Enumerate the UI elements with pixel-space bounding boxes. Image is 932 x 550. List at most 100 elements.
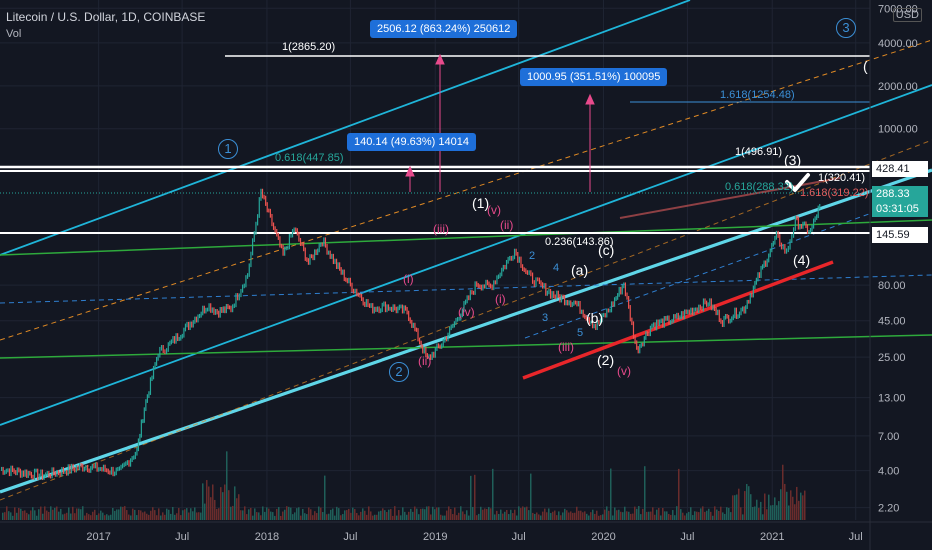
green-line-upper (0, 219, 932, 256)
volume-bar (384, 510, 386, 520)
volume-bar (634, 506, 636, 520)
volume-bar (616, 510, 618, 520)
volume-bar (586, 513, 588, 520)
minor-wave-3: 3 (542, 312, 549, 324)
volume-bar (614, 507, 616, 520)
volume-bar (594, 513, 596, 520)
volume-bar (498, 513, 500, 520)
volume-bar (700, 508, 702, 520)
volume-bar (34, 510, 36, 520)
volume-bar (602, 514, 604, 520)
volume-bar (684, 515, 686, 520)
volume-bar (240, 510, 242, 520)
volume-bar (424, 509, 426, 520)
volume-bar (478, 513, 480, 520)
volume-bar (134, 509, 136, 520)
fib-ext-label: 1.618(1254.48) (720, 89, 795, 101)
currency-label[interactable]: USD (892, 8, 922, 22)
y-tick-label: 45.00 (878, 316, 906, 328)
volume-bar (12, 515, 14, 520)
volume-bar (510, 509, 512, 520)
minor-wave-5: 5 (577, 327, 584, 339)
volume-bar (778, 501, 780, 520)
volume-bar (214, 499, 216, 520)
price-box-support: 145.59 (872, 227, 928, 243)
volume-bar (480, 506, 482, 520)
chart-title: Litecoin / U.S. Dollar, 1D, COINBASE (6, 10, 206, 24)
volume-bar (164, 514, 166, 520)
volume-bar (408, 511, 410, 520)
volume-bar (724, 513, 726, 520)
volume-bar (628, 511, 630, 520)
volume-bar (740, 507, 742, 520)
volume-bar (378, 511, 380, 520)
volume-bar (50, 506, 52, 520)
volume-bar (672, 510, 674, 520)
volume-bar (730, 512, 732, 520)
volume-bar (184, 509, 186, 520)
fib-left-label: 0.618(447.85) (275, 152, 344, 164)
volume-bar (542, 511, 544, 520)
volume-bar (608, 510, 610, 520)
y-tick-label: 7.00 (878, 431, 899, 443)
volume-bar (106, 514, 108, 520)
volume-bar (270, 511, 272, 520)
volume-bar (802, 495, 804, 520)
volume-bar (752, 506, 754, 520)
red-short-line (619, 177, 841, 219)
volume-bar (344, 510, 346, 520)
volume-bar (194, 507, 196, 520)
volume-bar (202, 483, 204, 520)
volume-bar (100, 510, 102, 520)
volume-bar (644, 466, 646, 520)
volume-bar (110, 514, 112, 520)
volume-bar (744, 491, 746, 520)
volume-bar (124, 506, 126, 520)
volume-bar (166, 508, 168, 520)
volume-bar (364, 510, 366, 520)
volume-bar (316, 513, 318, 520)
volume-bar (282, 511, 284, 520)
volume-bar (200, 512, 202, 520)
volume-bar (654, 514, 656, 520)
volume-bar (734, 495, 736, 520)
volume-bar (712, 515, 714, 520)
volume-indicator-label[interactable]: Vol (6, 28, 22, 40)
volume-bar (234, 486, 236, 520)
volume-bar (790, 490, 792, 520)
price-series (0, 188, 821, 481)
volume-bar (290, 507, 292, 520)
volume-bar (676, 506, 678, 520)
volume-bar (204, 503, 206, 520)
volume-bar (618, 509, 620, 520)
grid-lines (0, 0, 870, 520)
volume-bar (500, 509, 502, 520)
volume-bar (228, 490, 230, 520)
volume-bar (210, 497, 212, 520)
volume-bar (150, 510, 152, 520)
volume-bar (258, 512, 260, 520)
volume-bar (16, 512, 18, 520)
volume-bar (434, 509, 436, 520)
volume-bar (400, 515, 402, 520)
x-tick-label: 2020 (591, 531, 615, 543)
info-box-3: 140.14 (49.63%) 14014 (347, 133, 476, 151)
x-tick-label: Jul (680, 531, 694, 543)
volume-bar (152, 507, 154, 520)
volume-bar (742, 514, 744, 520)
volume-bar (446, 510, 448, 520)
volume-bar (488, 506, 490, 520)
volume-bar (720, 506, 722, 520)
volume-bar (230, 506, 232, 520)
volume-bar (362, 508, 364, 520)
volume-bar (560, 515, 562, 520)
volume-bar (714, 506, 716, 520)
volume-bar (456, 515, 458, 520)
volume-bar (36, 515, 38, 520)
volume-bar (756, 499, 758, 520)
volume-bar (532, 512, 534, 520)
volume-bar (658, 507, 660, 520)
fib-top-label: 1(2865.20) (282, 41, 336, 53)
volume-bar (38, 509, 40, 520)
